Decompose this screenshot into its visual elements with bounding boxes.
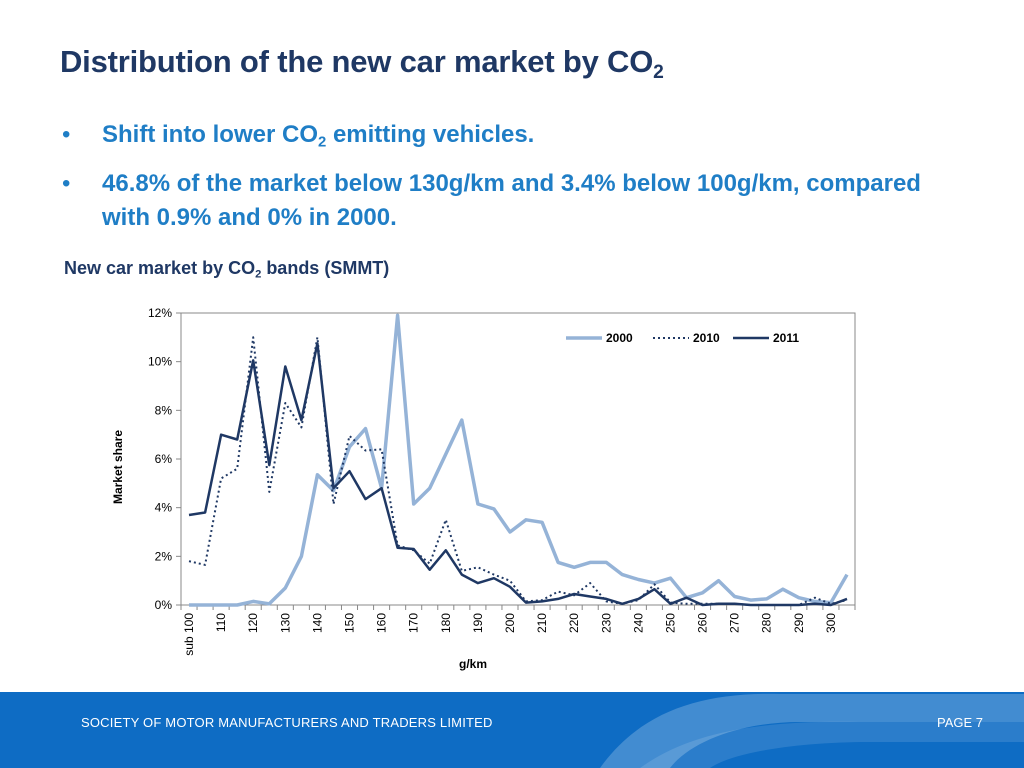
chart-caption: New car market by CO2 bands (SMMT) [64,258,390,281]
footer-page-number: PAGE 7 [937,715,984,730]
slide-title: Distribution of the new car market by CO… [60,44,664,83]
y-tick-label: 12% [148,306,172,320]
bullet-marker: • [62,170,71,198]
bullet-list: • Shift into lower CO2 emitting vehicles… [62,118,962,243]
y-tick-label: 0% [155,598,173,612]
series-line-2000 [189,313,849,607]
y-tick-label: 6% [155,452,173,466]
x-tick-label: 210 [535,613,549,633]
legend-label-2011: 2011 [773,331,799,345]
x-tick-label: 250 [663,613,677,633]
x-tick-label: 160 [375,613,389,633]
y-axis-title: Market share [111,430,125,504]
x-tick-label: 270 [728,613,742,633]
legend-label-2010: 2010 [693,331,720,345]
y-tick-label: 8% [155,403,173,417]
x-tick-label: 110 [214,613,228,632]
x-tick-label: 260 [696,613,710,633]
x-tick-label: 170 [407,613,421,633]
bullet-item: • Shift into lower CO2 emitting vehicles… [62,118,962,159]
x-tick-label: 220 [567,613,581,633]
x-tick-label: sub 100 [182,613,196,656]
x-tick-label: 240 [631,613,645,633]
y-tick-label: 4% [155,501,173,515]
x-tick-label: 130 [278,613,292,633]
bullet-item: • 46.8% of the market below 130g/km and … [62,167,962,235]
x-tick-label: 290 [792,613,806,633]
legend-label-2000: 2000 [606,331,633,345]
plot-area [180,312,856,606]
x-tick-label: 120 [246,613,260,633]
x-tick-label: 200 [503,613,517,633]
x-tick-label: 190 [471,613,485,633]
x-tick-label: 140 [310,613,324,633]
footer-bar: SOCIETY OF MOTOR MANUFACTURERS AND TRADE… [0,692,1024,768]
series-line-2011 [188,342,848,607]
line-chart: 0% 2% 4% 6% 8% 10% 12% sub 100 110 120 130 140 150 16… [111,306,856,671]
footer-swoosh [600,693,1024,768]
x-tick-label: 150 [343,613,357,633]
x-tick-label: 180 [439,613,453,633]
y-tick-label: 10% [148,355,172,369]
x-tick-label: 280 [760,613,774,633]
x-tick-label: 230 [599,613,613,633]
footer-organisation: SOCIETY OF MOTOR MANUFACTURERS AND TRADE… [81,715,493,730]
x-tick-label: 300 [824,613,838,633]
y-tick-label: 2% [155,549,173,563]
x-axis-title: g/km [459,657,487,671]
bullet-marker: • [62,121,71,148]
